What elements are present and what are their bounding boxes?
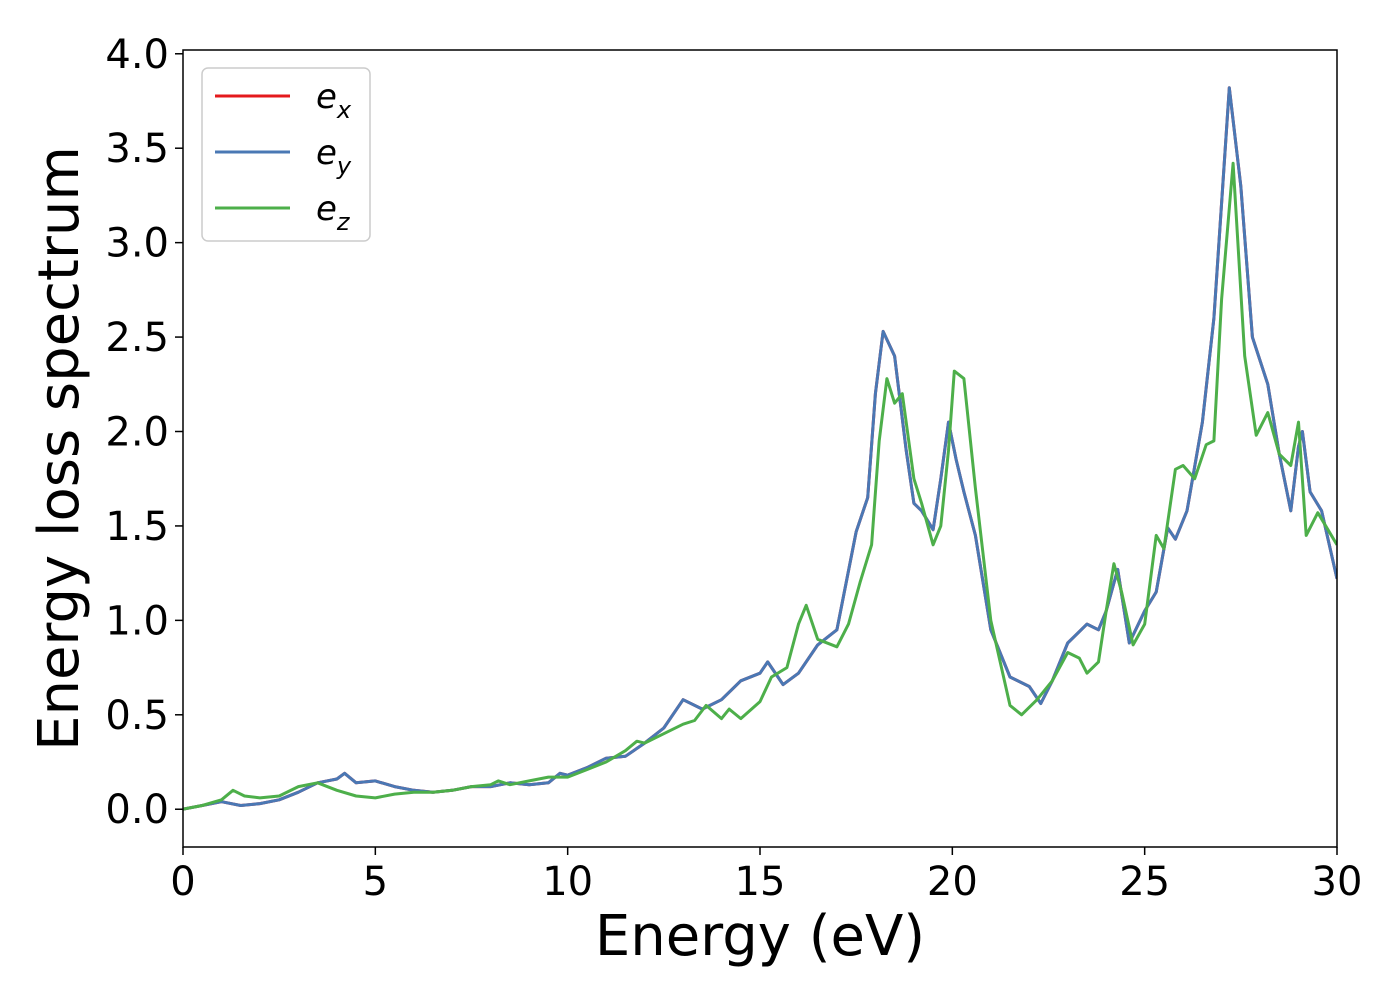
y-tick-label: 1.0 bbox=[105, 598, 169, 644]
x-tick-label: 20 bbox=[927, 859, 978, 905]
x-tick-label: 0 bbox=[170, 859, 195, 905]
x-tick-label: 5 bbox=[363, 859, 388, 905]
y-tick-label: 1.5 bbox=[105, 504, 169, 550]
legend-label-ex: ex bbox=[316, 77, 352, 124]
plot-area bbox=[183, 86, 1337, 811]
y-tick-label: 2.0 bbox=[105, 410, 169, 456]
legend: ex ey ez bbox=[201, 67, 371, 242]
legend-label-ey: ey bbox=[316, 133, 352, 180]
x-tick-label: 30 bbox=[1312, 859, 1363, 905]
series-line-ez bbox=[183, 161, 1337, 811]
x-tick-label: 10 bbox=[542, 859, 593, 905]
x-tick-label: 25 bbox=[1119, 859, 1170, 905]
legend-box bbox=[201, 67, 371, 242]
y-axis-title: Energy loss spectrum bbox=[27, 146, 92, 751]
legend-label-ez: ez bbox=[316, 189, 351, 236]
y-tick-label: 0.0 bbox=[105, 787, 169, 833]
y-tick-label: 3.0 bbox=[105, 221, 169, 267]
x-tick-label: 15 bbox=[735, 859, 786, 905]
x-axis-title: Energy (eV) bbox=[595, 904, 925, 969]
y-tick-label: 4.0 bbox=[105, 32, 169, 78]
y-tick-label: 2.5 bbox=[105, 315, 169, 361]
ticks: 0 5 10 15 20 25 30 0.0 0.5 1.0 1.5 2.0 2.5 3.0 3.5 4.0 bbox=[105, 32, 1362, 905]
y-tick-label: 3.5 bbox=[105, 126, 169, 172]
y-tick-label: 0.5 bbox=[105, 693, 169, 739]
